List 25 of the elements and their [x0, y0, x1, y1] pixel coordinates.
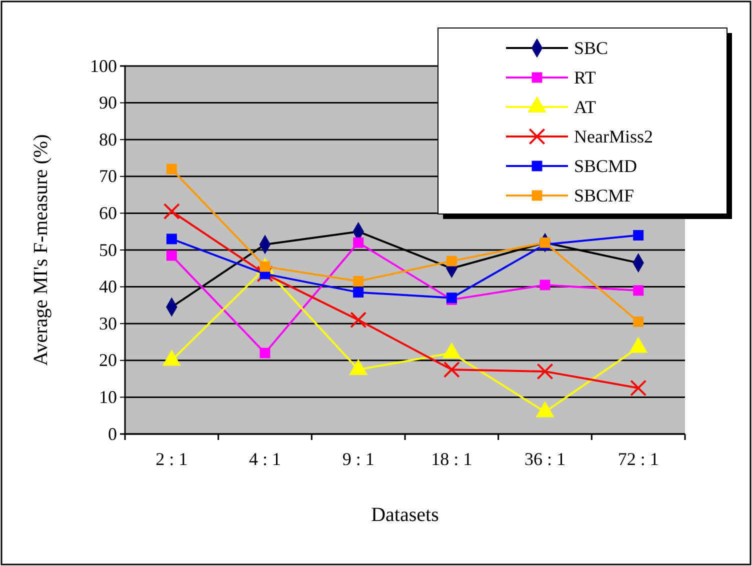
y-axis-title: Average MI's F-measure (%) — [30, 134, 52, 366]
y-tick-label: 0 — [108, 424, 117, 444]
y-tick-label: 80 — [99, 129, 117, 150]
legend-label: RT — [574, 68, 596, 88]
legend-label: SBCMD — [574, 156, 638, 176]
legend-label: SBCMF — [574, 186, 634, 206]
x-tick-label: 9 : 1 — [342, 448, 374, 469]
x-axis-title: Datasets — [371, 504, 440, 526]
y-tick-label: 10 — [99, 386, 117, 407]
y-tick-label: 30 — [99, 313, 117, 334]
y-tick-label: 60 — [99, 202, 117, 223]
x-tick-label: 2 : 1 — [156, 448, 188, 469]
y-tick-label: 20 — [99, 350, 117, 370]
legend-label: NearMiss2 — [574, 126, 653, 146]
y-tick-label: 70 — [99, 166, 117, 186]
legend-label: SBC — [574, 38, 608, 58]
y-tick-label: 50 — [99, 240, 117, 260]
y-tick-label: 100 — [90, 56, 117, 76]
y-tick-label: 90 — [99, 92, 117, 113]
x-tick-label: 36 : 1 — [524, 448, 566, 469]
y-tick-label: 40 — [99, 276, 117, 297]
x-tick-label: 18 : 1 — [431, 448, 472, 469]
x-tick-label: 4 : 1 — [248, 448, 282, 469]
legend-label: AT — [574, 97, 596, 117]
x-tick-label: 72 : 1 — [618, 448, 659, 469]
